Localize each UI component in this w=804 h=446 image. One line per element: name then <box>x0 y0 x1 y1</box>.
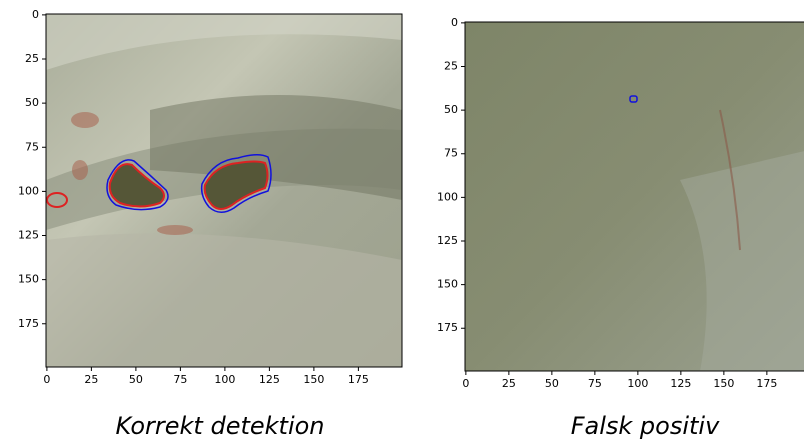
caption: Falsk positiv <box>571 412 720 440</box>
image-left <box>46 14 402 367</box>
x-tick-label: 175 <box>756 377 777 390</box>
y-tick-label: 25 <box>444 59 458 72</box>
x-tick-label: 75 <box>173 373 187 386</box>
y-tick-label: 150 <box>437 278 458 291</box>
y-tick-label: 50 <box>444 103 458 116</box>
y-tick-label: 100 <box>18 184 39 197</box>
y-tick-label: 175 <box>18 317 39 330</box>
y-tick-label: 100 <box>437 190 458 203</box>
y-tick-label: 0 <box>451 16 458 29</box>
caption: Korrekt detektion <box>115 412 324 440</box>
y-tick-label: 0 <box>32 8 39 21</box>
x-tick-label: 125 <box>259 373 280 386</box>
x-tick-label: 50 <box>129 373 143 386</box>
x-tick-label: 150 <box>303 373 324 386</box>
y-tick-label: 125 <box>437 234 458 247</box>
y-tick-label: 75 <box>444 147 458 160</box>
x-tick-label: 0 <box>43 373 50 386</box>
x-tick-label: 100 <box>214 373 235 386</box>
x-tick-label: 125 <box>670 377 691 390</box>
axes-frame <box>464 21 804 372</box>
y-tick-label: 175 <box>437 321 458 334</box>
y-tick-label: 50 <box>25 96 39 109</box>
x-tick-label: 25 <box>502 377 516 390</box>
x-tick-label: 75 <box>588 377 602 390</box>
x-tick-label: 150 <box>713 377 734 390</box>
x-tick-label: 50 <box>545 377 559 390</box>
x-tick-label: 25 <box>84 373 98 386</box>
y-tick-label: 150 <box>18 273 39 286</box>
y-tick-label: 75 <box>25 140 39 153</box>
y-tick-label: 25 <box>25 52 39 65</box>
axes-frame <box>45 13 403 368</box>
x-tick-label: 175 <box>348 373 369 386</box>
y-tick-label: 125 <box>18 229 39 242</box>
image-right <box>465 22 804 371</box>
x-tick-label: 100 <box>627 377 648 390</box>
x-tick-label: 0 <box>462 377 469 390</box>
